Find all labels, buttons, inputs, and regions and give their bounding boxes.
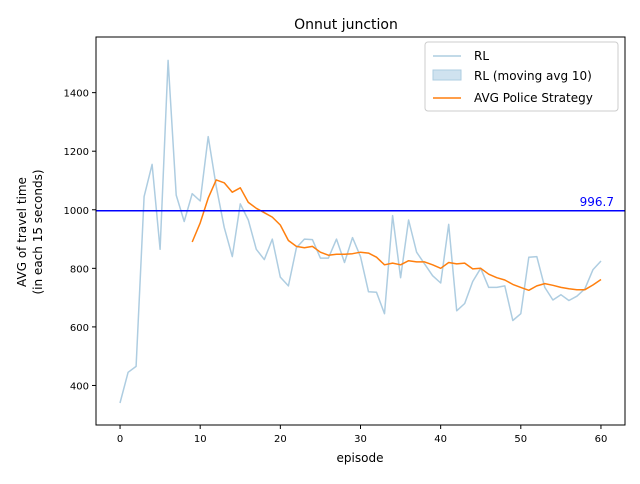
y-tick-label: 1400	[64, 89, 89, 100]
legend-label-rl-moving-avg: RL (moving avg 10)	[474, 69, 592, 83]
x-tick-label: 20	[274, 434, 287, 445]
x-axis-label: episode	[337, 451, 384, 465]
x-tick-label: 60	[595, 434, 608, 445]
x-tick-label: 50	[514, 434, 527, 445]
legend-frame	[424, 41, 619, 112]
y-axis-label: AVG of travel time (in each 15 seconds)	[15, 169, 45, 294]
y-axis-ticks: 400 600 800 1000 1200 1400	[64, 89, 96, 392]
series-line-police-strategy	[191, 179, 602, 292]
y-tick-label: 1200	[64, 147, 89, 158]
reference-line-label: 996.7	[580, 195, 614, 209]
y-tick-label: 600	[70, 323, 89, 334]
legend-label-rl: RL	[474, 49, 489, 63]
x-tick-label: 10	[194, 434, 207, 445]
y-axis-label-line1: AVG of travel time	[15, 177, 29, 287]
x-tick-label: 0	[117, 434, 123, 445]
x-tick-label: 40	[434, 434, 447, 445]
y-axis-label-line2: (in each 15 seconds)	[31, 169, 45, 294]
legend-label-police: AVG Police Strategy	[474, 91, 593, 105]
x-axis-ticks: 0 10 20 30 40 50 60	[117, 425, 607, 445]
y-tick-label: 1000	[64, 206, 89, 217]
chart-title: Onnut junction	[294, 17, 398, 33]
legend: RL RL (moving avg 10) AVG Police Strateg…	[424, 41, 619, 112]
y-tick-label: 800	[70, 264, 89, 275]
legend-swatch-rl-moving-avg	[432, 69, 462, 81]
plot-area	[96, 59, 625, 404]
y-tick-label: 400	[70, 381, 89, 392]
series-line-rl	[119, 59, 602, 404]
x-tick-label: 30	[354, 434, 367, 445]
